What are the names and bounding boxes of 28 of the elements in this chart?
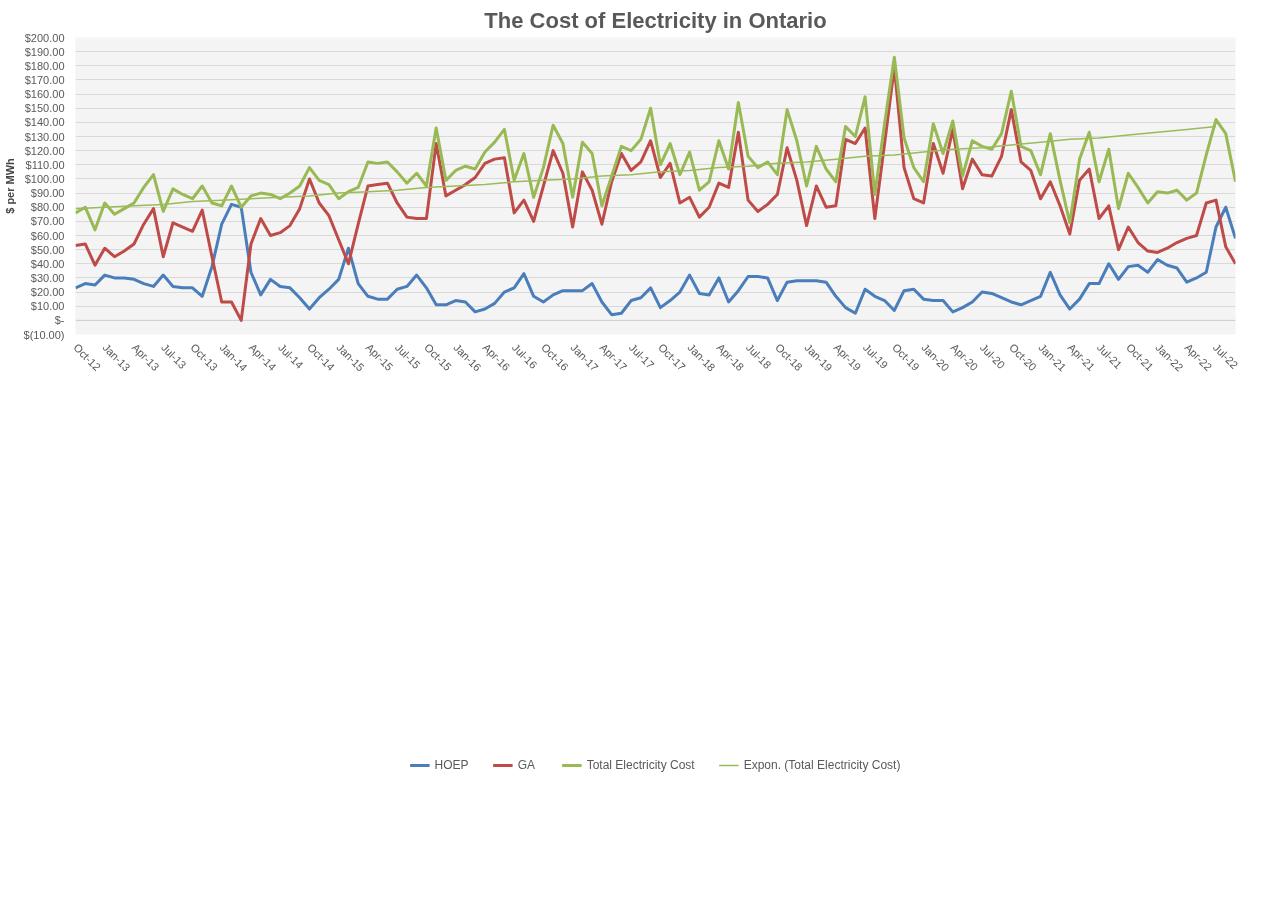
y-tick-label: $70.00	[30, 215, 65, 228]
y-tick-label: $10.00	[30, 300, 65, 313]
y-tick-label: $-	[54, 314, 65, 327]
y-tick-label: $90.00	[30, 187, 65, 200]
y-tick-label: $110.00	[25, 158, 65, 171]
y-tick-label: $180.00	[24, 59, 65, 72]
y-tick-label: $120.00	[24, 144, 65, 157]
y-tick-label: $100.00	[24, 172, 65, 185]
y-tick-label: $150.00	[24, 102, 65, 115]
y-tick-label: $200.00	[24, 31, 65, 44]
y-tick-label: $60.00	[30, 229, 65, 242]
y-axis-title: $ per MWh	[3, 157, 16, 214]
legend-label: GA	[517, 758, 536, 772]
y-tick-label: $160.00	[24, 88, 65, 101]
legend-label: Total Electricity Cost	[586, 758, 695, 772]
y-tick-label: $130.00	[24, 130, 65, 143]
legend-label: Expon. (Total Electricity Cost)	[743, 758, 901, 772]
chart-title: The Cost of Electricity in Ontario	[484, 7, 827, 33]
y-tick-label: $140.00	[24, 116, 65, 129]
y-tick-label: $50.00	[30, 243, 65, 256]
y-tick-label: $190.00	[24, 45, 65, 58]
y-tick-label: $170.00	[24, 73, 65, 86]
y-tick-label: $(10.00)	[23, 328, 65, 341]
legend-label: HOEP	[434, 758, 469, 772]
y-tick-label: $30.00	[30, 271, 65, 284]
y-tick-label: $20.00	[30, 286, 65, 299]
y-tick-label: $80.00	[30, 201, 65, 214]
y-tick-label: $40.00	[30, 257, 65, 270]
